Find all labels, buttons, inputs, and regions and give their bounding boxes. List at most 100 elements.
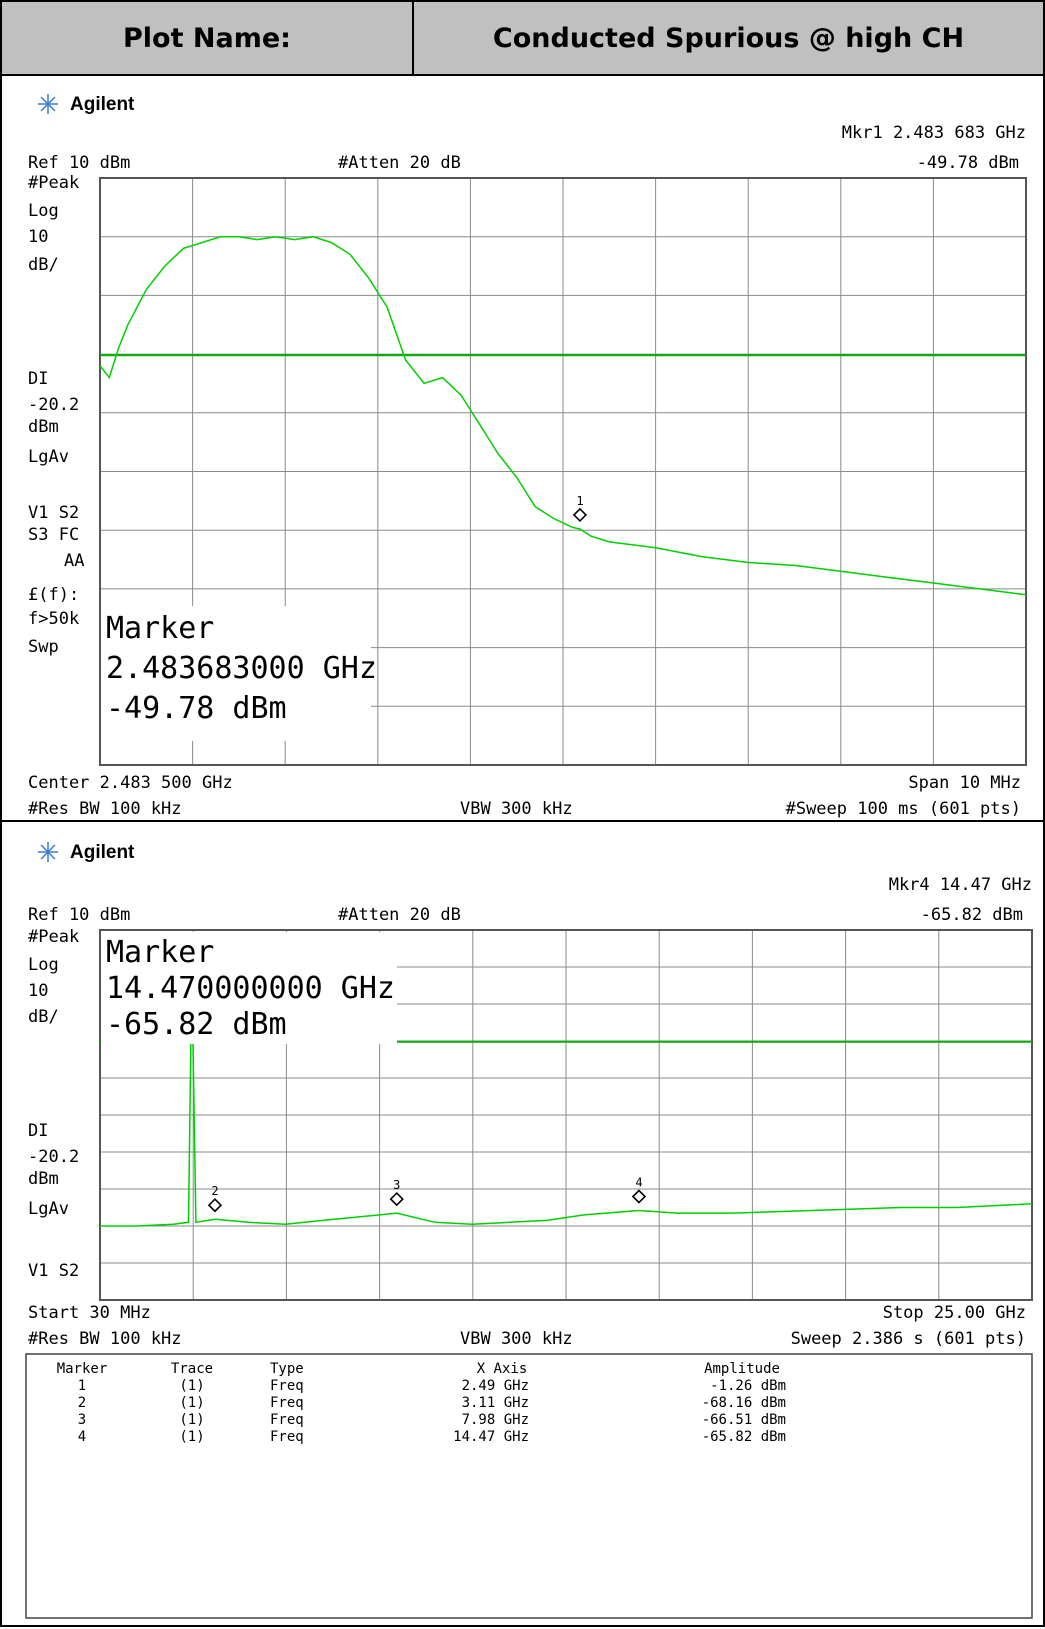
table-cell: -68.16 dBm bbox=[702, 1395, 786, 1411]
table-cell: 2.49 GHz bbox=[462, 1378, 529, 1394]
side-annotation: dB/ bbox=[28, 255, 59, 275]
side-annotation: -20.2 bbox=[28, 1147, 79, 1167]
side-annotation: V1 S2 bbox=[28, 503, 79, 523]
ref-level: Ref 10 dBm bbox=[28, 905, 130, 925]
table-cell: 14.47 GHz bbox=[453, 1429, 529, 1445]
marker-3-label: 3 bbox=[393, 1178, 400, 1192]
marker-table: Marker Trace Type X Axis Amplitude 1 (1) Freq 2.… bbox=[57, 1361, 786, 1445]
res-bw: #Res BW 100 kHz bbox=[28, 1329, 182, 1349]
span: Span 10 MHz bbox=[908, 773, 1021, 793]
panel-separator bbox=[2, 820, 1043, 822]
marker-2-diamond bbox=[207, 1198, 223, 1213]
side-annotation: DI bbox=[28, 1121, 48, 1141]
plot-area-border bbox=[99, 929, 1033, 1301]
side-annotation: 10 bbox=[28, 227, 48, 247]
table-cell: Freq bbox=[270, 1412, 304, 1428]
table-cell: -66.51 dBm bbox=[702, 1412, 786, 1428]
plot-name-value: Conducted Spurious @ high CH bbox=[492, 23, 965, 54]
marker-4-label: 4 bbox=[635, 1176, 642, 1190]
plot-name-label: Plot Name: bbox=[2, 2, 414, 74]
table-cell: Freq bbox=[270, 1395, 304, 1411]
table-header-cell: Marker bbox=[57, 1361, 108, 1377]
side-annotation: -20.2 bbox=[28, 395, 79, 415]
marker-readout-freq: Mkr4 14.47 GHz bbox=[889, 875, 1032, 895]
table-cell: (1) bbox=[179, 1429, 204, 1445]
marker-2-label: 2 bbox=[211, 1184, 218, 1198]
table-cell: Freq bbox=[270, 1429, 304, 1445]
brand-label: Agilent bbox=[70, 94, 135, 115]
agilent-logo-icon bbox=[38, 842, 58, 862]
table-header-cell: Type bbox=[270, 1361, 304, 1377]
marker-readout-freq: Mkr1 2.483 683 GHz bbox=[842, 123, 1026, 143]
brand-label: Agilent bbox=[70, 842, 135, 863]
table-header-cell: Amplitude bbox=[704, 1361, 780, 1377]
marker-box: Marker 14.470000000 GHz -65.82 dBm bbox=[101, 932, 397, 1044]
attenuation: #Atten 20 dB bbox=[338, 905, 461, 925]
marker-box-amp: -65.82 dBm bbox=[106, 1007, 287, 1042]
marker-4-diamond bbox=[631, 1189, 647, 1204]
side-annotation: V1 S2 bbox=[28, 1261, 79, 1281]
marker-box-title: Marker bbox=[106, 611, 214, 646]
side-annotation: dB/ bbox=[28, 1007, 59, 1027]
graticule bbox=[100, 178, 1026, 765]
spectrum-plot-2: Agilent Mkr4 14.47 GHz -65.82 dBm Ref 10… bbox=[25, 842, 1033, 1619]
marker-1-diamond bbox=[572, 507, 588, 523]
table-cell: 7.98 GHz bbox=[462, 1412, 529, 1428]
ref-level: Ref 10 dBm bbox=[28, 153, 130, 173]
side-annotation: dBm bbox=[28, 1169, 59, 1189]
table-cell: 2 bbox=[78, 1395, 86, 1411]
side-annotation: LgAv bbox=[28, 1199, 69, 1219]
attenuation: #Atten 20 dB bbox=[338, 153, 461, 173]
table-header-cell: X Axis bbox=[477, 1361, 528, 1377]
side-annotation: #Peak bbox=[28, 927, 79, 947]
side-annotation: Log bbox=[28, 201, 59, 221]
marker-1-label: 1 bbox=[576, 494, 583, 508]
marker-readout-amp: -49.78 dBm bbox=[917, 153, 1019, 173]
table-cell: (1) bbox=[179, 1395, 204, 1411]
side-annotation: Swp bbox=[28, 637, 59, 657]
side-annotation: S3 FC bbox=[28, 525, 79, 545]
table-cell: 4 bbox=[78, 1429, 86, 1445]
table-cell: (1) bbox=[179, 1378, 204, 1394]
marker-box: Marker 2.483683000 GHz -49.78 dBm bbox=[101, 606, 377, 741]
side-annotation: AA bbox=[64, 551, 84, 571]
side-annotation: dBm bbox=[28, 417, 59, 437]
plot-name-header: Plot Name: Conducted Spurious @ high CH bbox=[2, 2, 1043, 76]
marker-readout-amp: -65.82 dBm bbox=[921, 905, 1023, 925]
spectrum-panel-2: Agilent Mkr4 14.47 GHz -65.82 dBm Ref 10… bbox=[2, 822, 1043, 1625]
plot-area-border bbox=[99, 177, 1027, 766]
table-cell: 3.11 GHz bbox=[462, 1395, 529, 1411]
table-cell: 1 bbox=[78, 1378, 86, 1394]
markers: 1 bbox=[572, 494, 588, 523]
side-annotation: £(f): bbox=[28, 585, 79, 605]
spectrum-panel-1: Agilent Mkr1 2.483 683 GHz -49.78 dBm Re… bbox=[2, 76, 1043, 820]
side-annotation: #Peak bbox=[28, 173, 79, 193]
marker-box-title: Marker bbox=[106, 935, 214, 970]
trace-1 bbox=[99, 235, 1027, 596]
table-cell: (1) bbox=[179, 1412, 204, 1428]
agilent-logo-icon bbox=[38, 94, 58, 114]
table-cell: -1.26 dBm bbox=[710, 1378, 786, 1394]
marker-box-freq: 14.470000000 GHz bbox=[106, 971, 395, 1006]
marker-3-diamond bbox=[389, 1191, 404, 1207]
side-annotation: Log bbox=[28, 955, 59, 975]
vbw: VBW 300 kHz bbox=[460, 799, 573, 819]
table-cell: 3 bbox=[78, 1412, 86, 1428]
table-cell: -65.82 dBm bbox=[702, 1429, 786, 1445]
side-annotation: DI bbox=[28, 369, 48, 389]
stop-freq: Stop 25.00 GHz bbox=[883, 1303, 1026, 1323]
side-annotation: LgAv bbox=[28, 447, 69, 467]
vbw: VBW 300 kHz bbox=[460, 1329, 573, 1349]
marker-box-amp: -49.78 dBm bbox=[106, 691, 287, 726]
spectrum-plot-1: Agilent Mkr1 2.483 683 GHz -49.78 dBm Re… bbox=[28, 94, 1027, 819]
table-header-cell: Trace bbox=[171, 1361, 213, 1377]
res-bw: #Res BW 100 kHz bbox=[28, 799, 182, 819]
center-freq: Center 2.483 500 GHz bbox=[28, 773, 233, 793]
sweep: #Sweep 100 ms (601 pts) bbox=[786, 799, 1021, 819]
table-cell: Freq bbox=[270, 1378, 304, 1394]
side-annotation: 10 bbox=[28, 981, 48, 1001]
sweep: Sweep 2.386 s (601 pts) bbox=[791, 1329, 1026, 1349]
